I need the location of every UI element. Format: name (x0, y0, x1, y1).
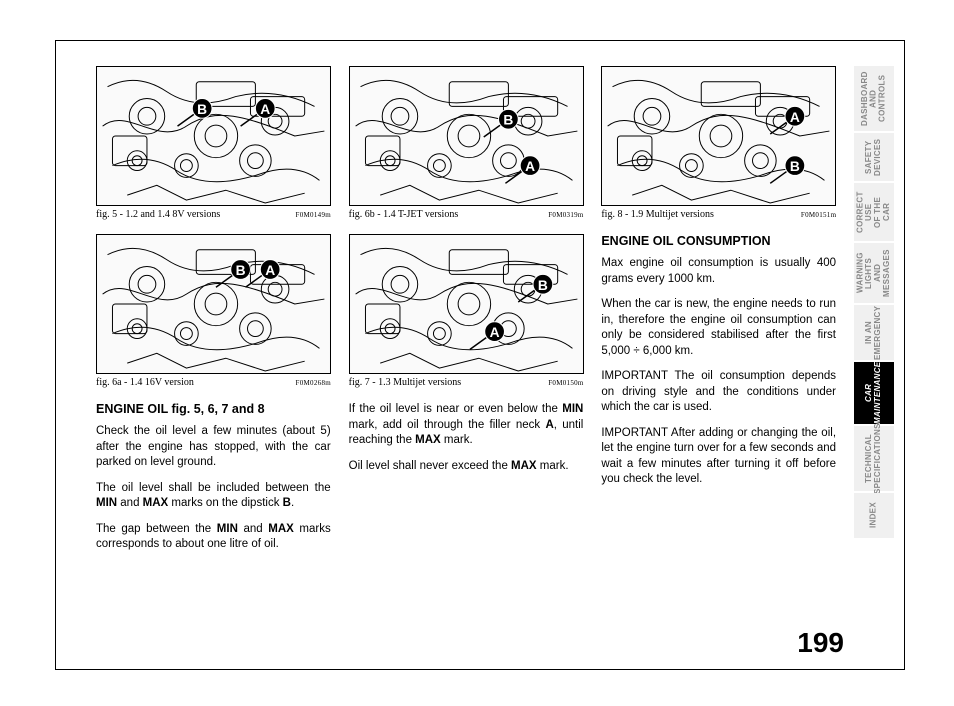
svg-text:B: B (538, 278, 548, 293)
figure-6b-caption: fig. 6b - 1.4 T-JET versions F0M0319m (349, 209, 584, 220)
fig6b-code: F0M0319m (548, 211, 583, 219)
figure-7: AB (349, 234, 584, 374)
svg-text:A: A (790, 110, 800, 125)
page-frame: BA fig. 5 - 1.2 and 1.4 8V versions F0M0… (55, 40, 905, 670)
figure-8-caption: fig. 8 - 1.9 Multijet versions F0M0151m (601, 209, 836, 220)
svg-text:A: A (260, 102, 270, 117)
column-2: BA fig. 6b - 1.4 T-JET versions F0M0319m… (349, 66, 584, 563)
tab-safety-devices[interactable]: SAFETYDEVICES (854, 133, 894, 181)
p3-min: MIN (217, 523, 238, 535)
fig6a-label: fig. 6a - 1.4 16V version (96, 377, 194, 388)
fig6a-code: F0M0268m (296, 379, 331, 387)
para-2: The oil level shall be included between … (96, 481, 331, 512)
svg-text:B: B (503, 113, 513, 128)
fig5-label: fig. 5 - 1.2 and 1.4 8V versions (96, 209, 220, 220)
p4-min: MIN (562, 403, 583, 415)
tab-in-an-emergency[interactable]: IN ANEMERGENCY (854, 305, 894, 360)
p4b: mark, add oil through the filler neck (349, 419, 546, 431)
p3b: and (238, 523, 268, 535)
p4-A: A (545, 419, 553, 431)
p3a: The gap between the (96, 523, 217, 535)
figure-6a-caption: fig. 6a - 1.4 16V version F0M0268m (96, 377, 331, 388)
heading-consumption: ENGINE OIL CONSUMPTION (601, 234, 836, 248)
p5-max: MAX (511, 460, 537, 472)
svg-text:B: B (236, 263, 246, 278)
fig6b-label: fig. 6b - 1.4 T-JET versions (349, 209, 459, 220)
fig8-label: fig. 8 - 1.9 Multijet versions (601, 209, 714, 220)
column-3: AB fig. 8 - 1.9 Multijet versions F0M015… (601, 66, 836, 563)
p5b: mark. (537, 460, 569, 472)
figure-5-caption: fig. 5 - 1.2 and 1.4 8V versions F0M0149… (96, 209, 331, 220)
figure-5: BA (96, 66, 331, 206)
fig7-code: F0M0150m (548, 379, 583, 387)
p2a: The oil level shall be included between … (96, 482, 331, 494)
p2b: and (117, 497, 143, 509)
p2-B: B (283, 497, 291, 509)
fig8-code: F0M0151m (801, 211, 836, 219)
p2-max: MAX (143, 497, 169, 509)
figure-6b: BA (349, 66, 584, 206)
p4a: If the oil level is near or even below t… (349, 403, 563, 415)
para-3: The gap between the MIN and MAX marks co… (96, 522, 331, 553)
figure-6a: BA (96, 234, 331, 374)
svg-text:B: B (790, 159, 800, 174)
p5a: Oil level shall never exceed the (349, 460, 511, 472)
fig7-label: fig. 7 - 1.3 Multijet versions (349, 377, 462, 388)
para-7: When the car is new, the engine needs to… (601, 297, 836, 359)
heading-engine-oil: ENGINE OIL fig. 5, 6, 7 and 8 (96, 402, 331, 416)
para-4: If the oil level is near or even below t… (349, 402, 584, 449)
fig5-code: F0M0149m (296, 211, 331, 219)
figure-8: AB (601, 66, 836, 206)
tab-warning-lights-and-messages[interactable]: WARNINGLIGHTS ANDMESSAGES (854, 243, 894, 303)
side-tabs: DASHBOARDAND CONTROLSSAFETYDEVICESCORREC… (854, 66, 894, 538)
p4-max: MAX (415, 434, 441, 446)
svg-text:A: A (265, 263, 275, 278)
figure-7-caption: fig. 7 - 1.3 Multijet versions F0M0150m (349, 377, 584, 388)
para-9: IMPORTANT After adding or changing the o… (601, 426, 836, 488)
svg-text:B: B (197, 102, 207, 117)
tab-dashboard-and-controls[interactable]: DASHBOARDAND CONTROLS (854, 66, 894, 131)
tab-technical-specifications[interactable]: TECHNICALSPECIFICATIONS (854, 426, 894, 491)
para-5: Oil level shall never exceed the MAX mar… (349, 459, 584, 475)
tab-correct-use-of-the-car[interactable]: CORRECT USEOF THE CAR (854, 183, 894, 241)
column-layout: BA fig. 5 - 1.2 and 1.4 8V versions F0M0… (96, 66, 836, 563)
tab-index[interactable]: INDEX (854, 493, 894, 538)
p3-max: MAX (268, 523, 294, 535)
para-8: IMPORTANT The oil consumption depends on… (601, 369, 836, 416)
p4d: mark. (441, 434, 473, 446)
para-6: Max engine oil consumption is usually 40… (601, 256, 836, 287)
content-area: BA fig. 5 - 1.2 and 1.4 8V versions F0M0… (96, 66, 836, 563)
page-number: 199 (797, 627, 844, 659)
para-1: Check the oil level a few minutes (about… (96, 424, 331, 471)
tab-car-maintenance[interactable]: CARMAINTENANCE (854, 362, 894, 424)
column-1: BA fig. 5 - 1.2 and 1.4 8V versions F0M0… (96, 66, 331, 563)
p2c: marks on the dipstick (168, 497, 282, 509)
p2-min: MIN (96, 497, 117, 509)
svg-text:A: A (525, 159, 535, 174)
svg-text:A: A (489, 325, 499, 340)
